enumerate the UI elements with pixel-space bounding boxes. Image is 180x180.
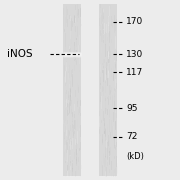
Text: 130: 130 <box>126 50 143 59</box>
Bar <box>63 4 81 176</box>
Text: 170: 170 <box>126 17 143 26</box>
Text: 95: 95 <box>126 103 138 112</box>
Text: 72: 72 <box>126 132 137 141</box>
Bar <box>99 4 117 176</box>
Text: 117: 117 <box>126 68 143 76</box>
Text: (kD): (kD) <box>126 152 144 161</box>
Text: iNOS: iNOS <box>7 49 33 59</box>
